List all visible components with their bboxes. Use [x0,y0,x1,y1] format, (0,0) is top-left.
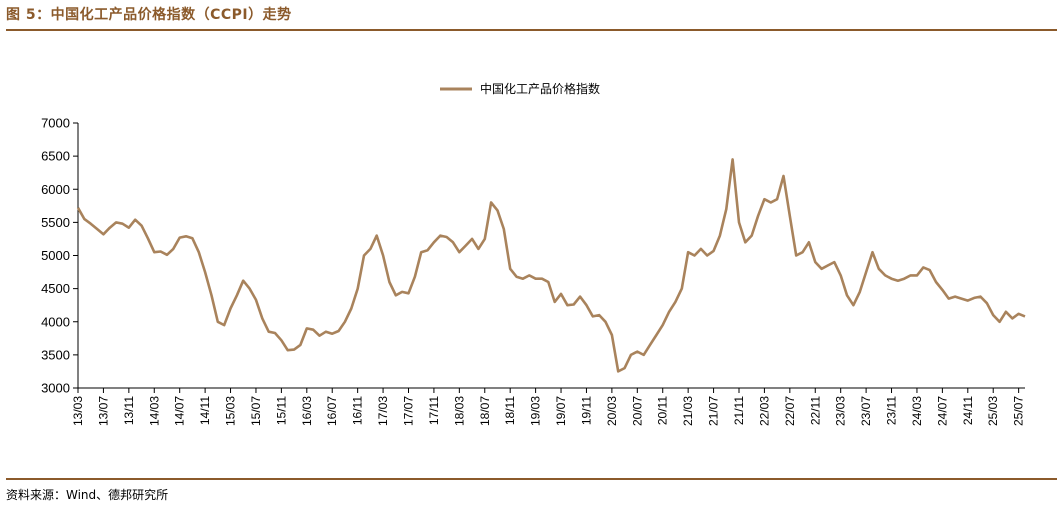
x-axis-ticks: 13/03 13/07 13/11 14/03 14/07 14/11 15/03 15/07… [71,388,1026,426]
x-tick-label: 13/07 [96,396,110,426]
legend-label: 中国化工产品价格指数 [480,81,600,96]
y-tick-label: 5500 [41,215,70,230]
series-line-ccpi [76,158,1026,373]
x-tick-label: 17/07 [401,396,415,426]
x-tick-label: 20/03 [605,396,619,426]
x-tick-label: 14/07 [173,396,187,426]
x-tick-label: 13/03 [71,396,85,426]
y-tick-label: 7000 [41,116,70,131]
y-tick-label: 4000 [41,314,70,329]
x-tick-label: 14/11 [198,396,212,425]
x-tick-label: 21/11 [732,396,746,425]
title-rule [6,29,1057,31]
x-tick-label: 19/07 [554,396,568,426]
axes [77,123,1025,389]
x-tick-label: 23/11 [885,396,899,425]
source-rule [6,478,1057,480]
x-tick-label: 24/11 [961,396,975,425]
x-tick-label: 22/03 [757,396,771,426]
x-tick-label: 25/03 [986,396,1000,426]
x-tick-label: 20/07 [630,396,644,426]
x-tick-label: 14/03 [147,396,161,426]
x-tick-label: 17/11 [427,396,441,425]
x-tick-label: 13/11 [122,396,136,425]
y-tick-label: 4500 [41,281,70,296]
x-tick-label: 21/03 [681,396,695,426]
source-note: 资料来源：Wind、德邦研究所 [6,488,169,502]
x-tick-label: 15/03 [224,396,238,426]
x-tick-label: 15/07 [249,396,263,426]
x-tick-label: 24/03 [910,396,924,426]
x-tick-label: 18/03 [452,396,466,426]
x-tick-label: 22/07 [783,396,797,426]
y-tick-label: 5000 [41,248,70,263]
x-tick-label: 23/07 [859,396,873,426]
y-tick-label: 6500 [41,149,70,164]
x-tick-label: 23/03 [834,396,848,426]
legend: 中国化工产品价格指数 [440,81,600,96]
x-tick-label: 21/07 [707,396,721,426]
x-tick-label: 16/03 [300,396,314,426]
x-tick-label: 16/11 [351,396,365,425]
x-tick-label: 20/11 [656,396,670,425]
x-tick-label: 19/03 [529,396,543,426]
y-tick-label: 3000 [41,381,70,396]
x-tick-label: 22/11 [808,396,822,425]
y-axis-ticks: 3000 3500 4000 4500 5000 5500 6000 6500 7000 [41,116,78,396]
x-tick-label: 16/07 [325,396,339,426]
x-tick-label: 25/07 [1012,396,1026,426]
x-tick-label: 18/07 [478,396,492,426]
y-tick-label: 3500 [41,347,70,362]
x-tick-label: 19/11 [579,396,593,425]
x-tick-label: 15/11 [274,396,288,425]
x-tick-label: 18/11 [503,396,517,425]
x-tick-label: 17/03 [376,396,390,426]
x-tick-label: 24/07 [935,396,949,426]
figure-title: 图 5：中国化工产品价格指数（CCPI）走势 [6,7,292,23]
y-tick-label: 6000 [41,182,70,197]
